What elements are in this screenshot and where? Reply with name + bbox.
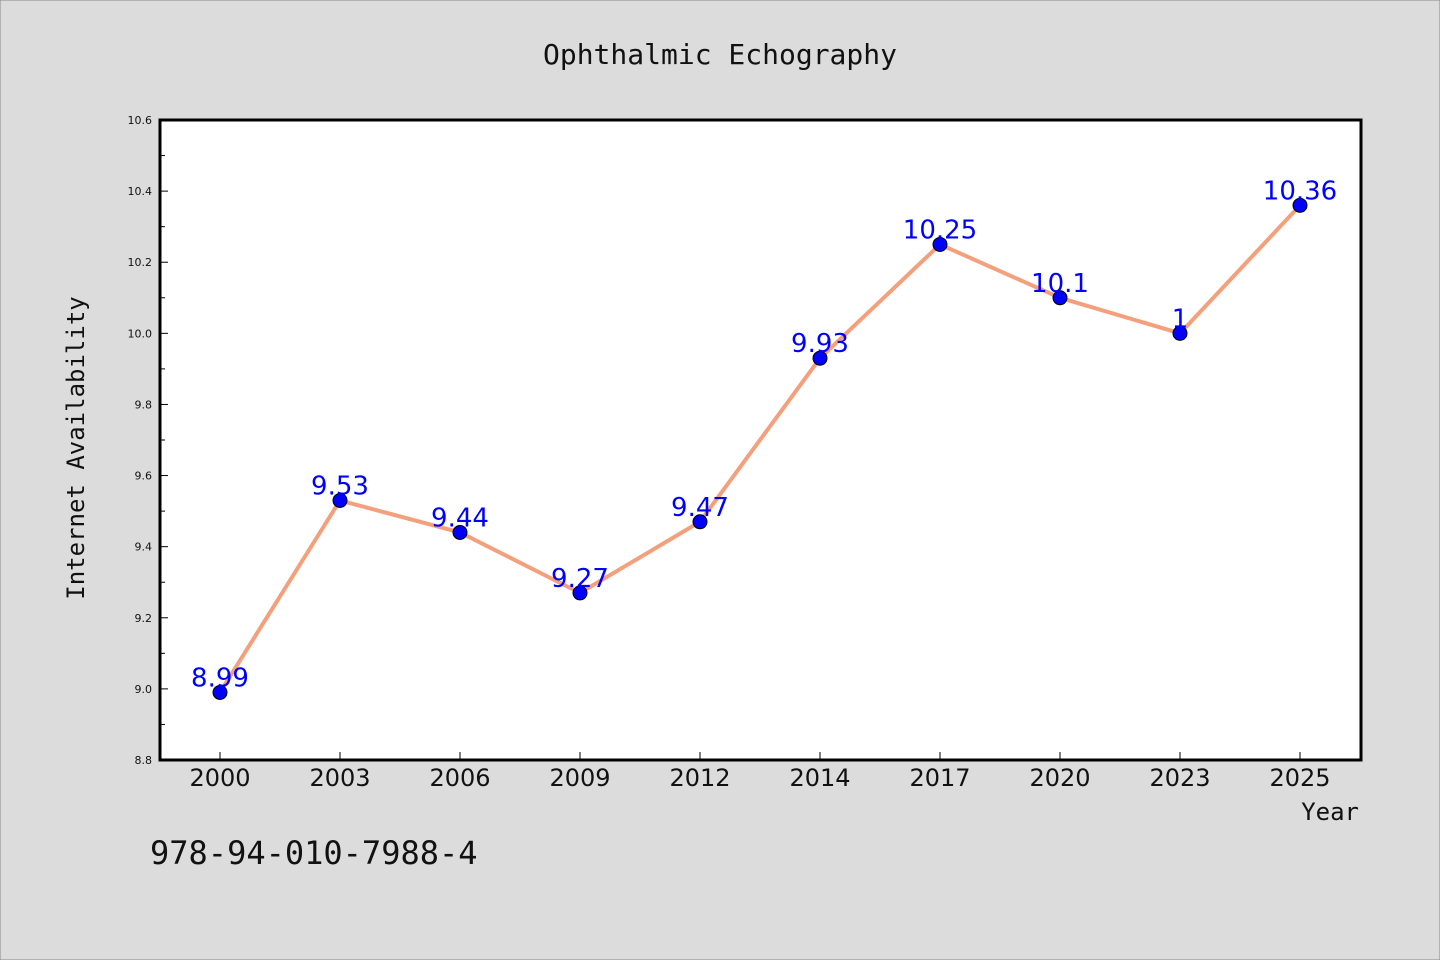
data-labels: 8.99 9.53 9.44 9.27 9.47 9.93 10.25 10.1 1 10.36 bbox=[191, 176, 1337, 693]
y-tick-label: 9.6 bbox=[135, 470, 153, 483]
data-point-marker bbox=[1292, 197, 1308, 213]
y-tick-label: 9.2 bbox=[135, 612, 153, 625]
data-point-label: 9.44 bbox=[431, 503, 489, 533]
data-point-marker bbox=[1172, 325, 1188, 341]
chart-title: Ophthalmic Echography bbox=[543, 38, 897, 71]
series-line bbox=[218, 203, 1302, 695]
y-tick-label: 10.2 bbox=[128, 256, 153, 269]
isbn-footer: 978-94-010-7988-4 bbox=[150, 834, 478, 872]
data-point-label: 9.27 bbox=[551, 564, 609, 594]
x-tick-label: 2012 bbox=[669, 764, 730, 792]
y-tick-label: 10.4 bbox=[128, 185, 153, 198]
x-tick-label: 2003 bbox=[309, 764, 370, 792]
plot-frame bbox=[158, 118, 1363, 762]
x-tick-label: 2000 bbox=[189, 764, 250, 792]
data-point-label: 10.36 bbox=[1263, 176, 1337, 206]
x-axis-ticks: 2000 2003 2006 2009 2012 2014 2017 2020 2023 2025 bbox=[189, 752, 1331, 792]
data-point-label: 9.53 bbox=[311, 471, 369, 501]
data-point-label: 10.1 bbox=[1031, 269, 1089, 299]
data-point-label: 10.25 bbox=[903, 215, 977, 245]
y-tick-label: 9.8 bbox=[135, 398, 153, 411]
data-point-marker bbox=[212, 684, 228, 700]
y-tick-label: 10.0 bbox=[128, 327, 153, 340]
y-tick-label: 8.8 bbox=[135, 754, 153, 767]
x-axis-label: Year bbox=[1301, 798, 1359, 826]
x-tick-label: 2023 bbox=[1149, 764, 1210, 792]
data-point-label: 8.99 bbox=[191, 663, 249, 693]
y-tick-label: 9.0 bbox=[135, 683, 153, 696]
data-point-marker bbox=[812, 350, 828, 366]
x-tick-label: 2020 bbox=[1029, 764, 1090, 792]
data-point-marker bbox=[692, 514, 708, 530]
x-tick-label: 2025 bbox=[1269, 764, 1330, 792]
y-axis-label: Internet Availability bbox=[62, 296, 90, 599]
x-tick-label: 2014 bbox=[789, 764, 850, 792]
data-point-marker bbox=[452, 524, 468, 540]
data-point-marker bbox=[932, 236, 948, 252]
data-point-label: 9.93 bbox=[791, 329, 849, 359]
y-tick-label: 10.6 bbox=[128, 114, 153, 127]
data-point-marker bbox=[1052, 290, 1068, 306]
data-point-label: 9.47 bbox=[671, 493, 729, 523]
series-markers bbox=[212, 197, 1308, 700]
x-tick-label: 2006 bbox=[429, 764, 490, 792]
x-tick-label: 2009 bbox=[549, 764, 610, 792]
y-tick-label: 9.4 bbox=[135, 541, 153, 554]
x-tick-label: 2017 bbox=[909, 764, 970, 792]
data-point-marker bbox=[572, 585, 588, 601]
data-point-label: 1 bbox=[1172, 304, 1189, 334]
y-axis-ticks: 8.8 9.0 9.2 9.4 9.6 9.8 10.0 10.2 10.4 10.6 bbox=[128, 114, 168, 767]
data-point-marker bbox=[332, 492, 348, 508]
